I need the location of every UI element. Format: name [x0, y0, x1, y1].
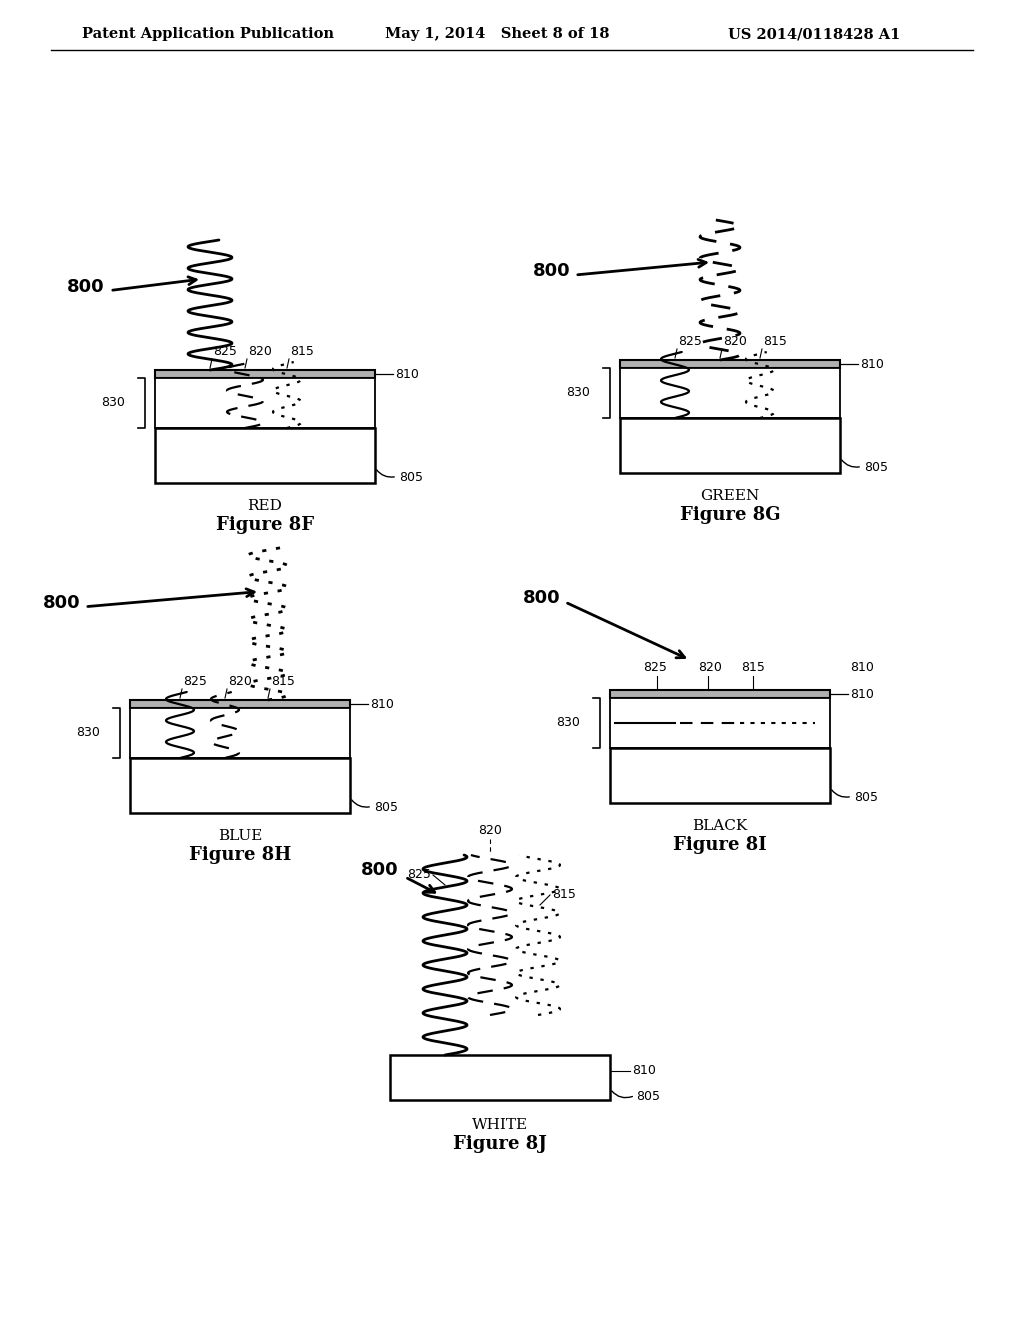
Text: 825: 825 — [408, 869, 431, 882]
Bar — [130, 708, 350, 758]
Bar — [155, 378, 375, 428]
Text: 815: 815 — [271, 675, 295, 688]
Text: 820: 820 — [228, 675, 252, 688]
Bar — [390, 1055, 610, 1100]
Text: 830: 830 — [101, 396, 125, 409]
Text: BLUE: BLUE — [218, 829, 262, 843]
Text: 830: 830 — [556, 717, 580, 730]
Text: 800: 800 — [68, 277, 105, 296]
Text: 800: 800 — [522, 589, 560, 607]
Bar — [620, 360, 840, 368]
Text: US 2014/0118428 A1: US 2014/0118428 A1 — [728, 26, 900, 41]
Bar — [610, 690, 830, 698]
Text: 815: 815 — [741, 661, 765, 675]
Text: 830: 830 — [566, 387, 590, 400]
Bar — [610, 748, 830, 803]
Text: 805: 805 — [374, 801, 398, 814]
Text: 815: 815 — [763, 335, 786, 348]
Text: GREEN: GREEN — [700, 488, 760, 503]
Text: 805: 805 — [636, 1090, 660, 1104]
Bar — [610, 698, 830, 748]
Text: Figure 8J: Figure 8J — [454, 1135, 547, 1152]
Bar — [130, 700, 350, 708]
Text: 800: 800 — [532, 261, 570, 280]
Text: 820: 820 — [478, 824, 502, 837]
Text: 810: 810 — [395, 367, 419, 380]
Bar — [620, 418, 840, 473]
Text: 825: 825 — [213, 345, 237, 358]
Bar — [155, 428, 375, 483]
Text: BLACK: BLACK — [692, 818, 748, 833]
Text: 810: 810 — [850, 661, 873, 675]
Text: Figure 8G: Figure 8G — [680, 506, 780, 524]
Text: 825: 825 — [183, 675, 207, 688]
Text: 810: 810 — [370, 697, 394, 710]
Text: 810: 810 — [632, 1064, 656, 1077]
Text: May 1, 2014   Sheet 8 of 18: May 1, 2014 Sheet 8 of 18 — [385, 26, 609, 41]
Text: WHITE: WHITE — [472, 1118, 528, 1133]
Text: 800: 800 — [360, 861, 398, 879]
Text: Patent Application Publication: Patent Application Publication — [82, 26, 334, 41]
Text: 805: 805 — [854, 791, 878, 804]
Bar — [130, 758, 350, 813]
Text: 805: 805 — [399, 471, 423, 484]
Text: 805: 805 — [864, 461, 888, 474]
Text: 815: 815 — [552, 888, 575, 902]
Text: 815: 815 — [290, 345, 314, 358]
Text: 830: 830 — [76, 726, 100, 739]
Text: 820: 820 — [248, 345, 272, 358]
Text: Figure 8I: Figure 8I — [673, 836, 767, 854]
Text: 820: 820 — [698, 661, 722, 675]
Bar — [620, 368, 840, 418]
Text: RED: RED — [248, 499, 283, 513]
Text: 810: 810 — [860, 358, 884, 371]
Text: 825: 825 — [643, 661, 667, 675]
Bar — [155, 370, 375, 378]
Text: 810: 810 — [850, 688, 873, 701]
Text: 825: 825 — [678, 335, 701, 348]
Text: Figure 8F: Figure 8F — [216, 516, 314, 535]
Text: 820: 820 — [723, 335, 746, 348]
Text: Figure 8H: Figure 8H — [188, 846, 291, 865]
Text: 800: 800 — [42, 594, 80, 611]
